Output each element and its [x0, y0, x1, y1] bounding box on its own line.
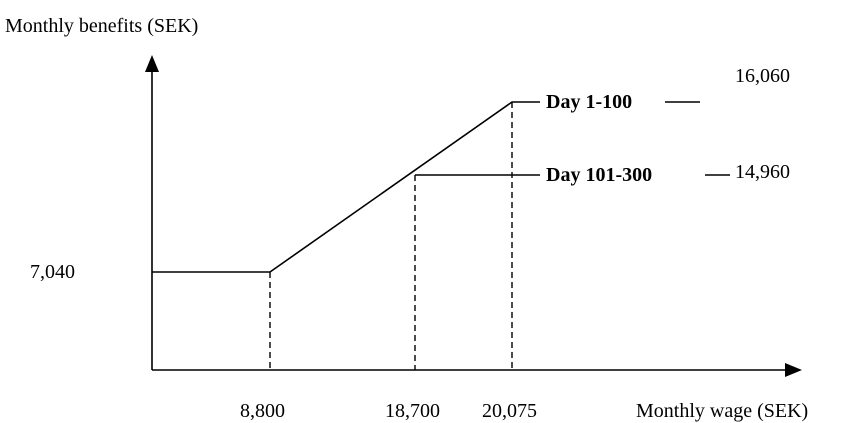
- x-axis-label: Monthly wage (SEK): [636, 400, 808, 422]
- line-label: Day 101-300: [546, 164, 652, 186]
- day-1-100-line: [152, 101, 540, 273]
- x-label: 18,700: [385, 400, 440, 422]
- x-label: 20,075: [482, 400, 537, 422]
- line-value: 14,960: [735, 161, 790, 183]
- y-label: 7,040: [30, 261, 75, 283]
- line-label: Day 1-100: [546, 91, 632, 113]
- y-axis-label: Monthly benefits (SEK): [5, 15, 198, 37]
- line-value: 16,060: [735, 65, 790, 87]
- x-label: 8,800: [240, 400, 285, 422]
- x-axis-arrow: [785, 363, 802, 377]
- y-axis-arrow: [145, 55, 159, 72]
